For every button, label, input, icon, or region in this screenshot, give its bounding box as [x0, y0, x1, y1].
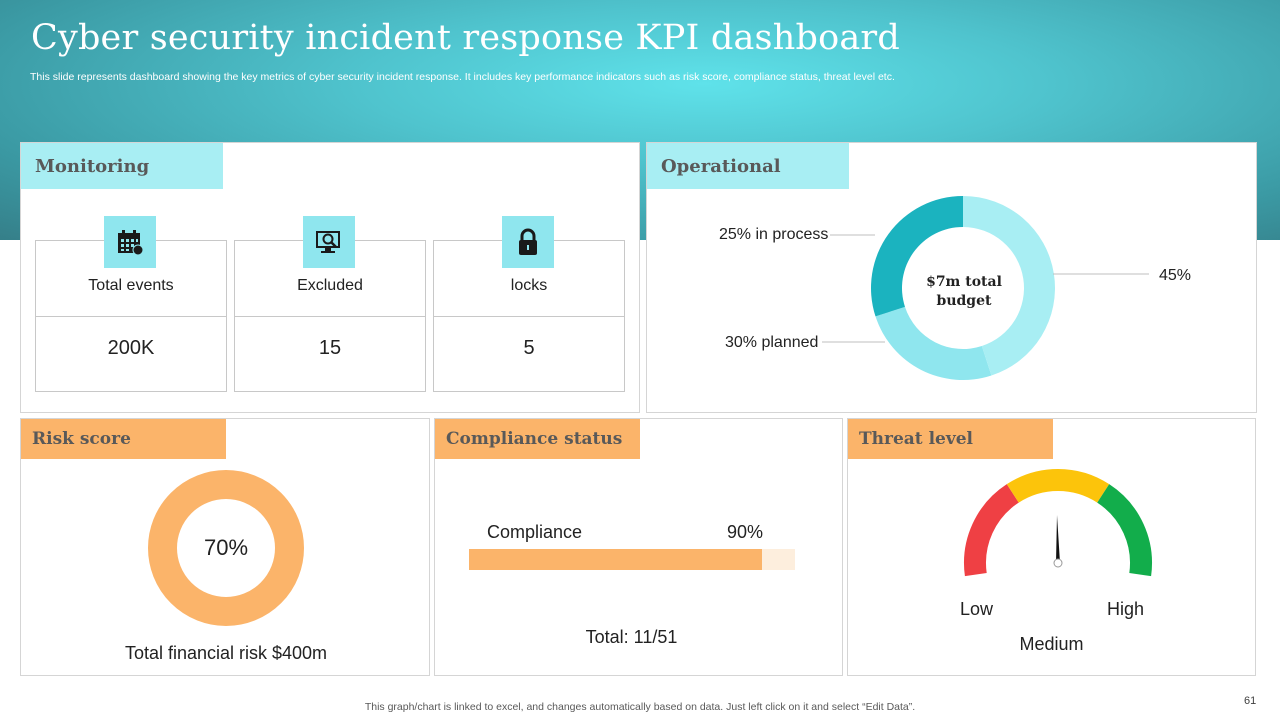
label-remaining: 45% [1159, 267, 1192, 284]
risk-score-value: 70% [203, 535, 249, 560]
metric-value: 5 [523, 337, 535, 359]
label-planned: 30% planned [725, 334, 819, 351]
donut-segment-in-process [875, 306, 992, 380]
gauge-label-low: Low [960, 599, 994, 619]
risk-score-panel: Risk score 70% Total financial risk $400… [20, 418, 430, 676]
compliance-panel: Compliance status Compliance 90% Total: … [434, 418, 843, 676]
donut-segment-remaining [963, 196, 1055, 376]
metric-divider [235, 316, 425, 317]
compliance-bar-label: Compliance [487, 522, 583, 542]
page-title: Cyber security incident response KPI das… [31, 18, 900, 58]
gauge-label-current: Medium [1019, 634, 1084, 654]
monitoring-panel: Monitoring Total events 200K Excluded 15… [20, 142, 640, 413]
gauge-arc-high [1096, 484, 1152, 577]
page-subtitle: This slide represents dashboard showing … [30, 71, 895, 83]
search-monitor-icon [303, 216, 355, 268]
label-in-process: 25% in process [719, 226, 829, 243]
metric-label: Excluded [297, 277, 363, 294]
gauge-label-high: High [1107, 599, 1145, 619]
calendar-icon [104, 216, 156, 268]
compliance-total: Total: 11/51 [585, 627, 678, 647]
gauge-arc-medium [1006, 469, 1110, 503]
gauge-arc-low [964, 484, 1020, 577]
monitoring-title: Monitoring [21, 143, 223, 189]
metric-divider [36, 316, 226, 317]
compliance-bar-fill [469, 549, 763, 570]
metric-value: 15 [318, 337, 342, 359]
threat-level-title: Threat level [848, 419, 1053, 459]
compliance-title: Compliance status [435, 419, 640, 459]
center-label-line2: budget [936, 293, 992, 309]
gauge-needle [1056, 515, 1060, 563]
risk-score-caption: Total financial risk $400m [124, 643, 328, 663]
compliance-bar-track [469, 549, 795, 570]
metric-label: Total events [88, 277, 174, 294]
operational-panel: Operational $7m total budget 25% in proc… [646, 142, 1257, 413]
operational-chart [822, 196, 1149, 380]
lock-icon [502, 216, 554, 268]
threat-gauge [964, 469, 1152, 577]
page-number: 61 [1244, 695, 1257, 707]
metric-label: locks [510, 277, 548, 294]
metric-value: 200K [107, 337, 155, 359]
compliance-percent: 90% [727, 522, 764, 542]
center-label-line1: $7m total [926, 274, 1002, 290]
risk-score-ring [148, 470, 304, 626]
donut-segment-planned [871, 196, 963, 317]
risk-score-chart [148, 470, 304, 626]
metric-divider [434, 316, 624, 317]
gauge-pivot [1053, 558, 1063, 568]
threat-level-panel: Threat level Low High Medium [847, 418, 1256, 676]
operational-title: Operational [647, 143, 849, 189]
risk-score-title: Risk score [21, 419, 226, 459]
footer-note: This graph/chart is linked to excel, and… [364, 701, 916, 713]
